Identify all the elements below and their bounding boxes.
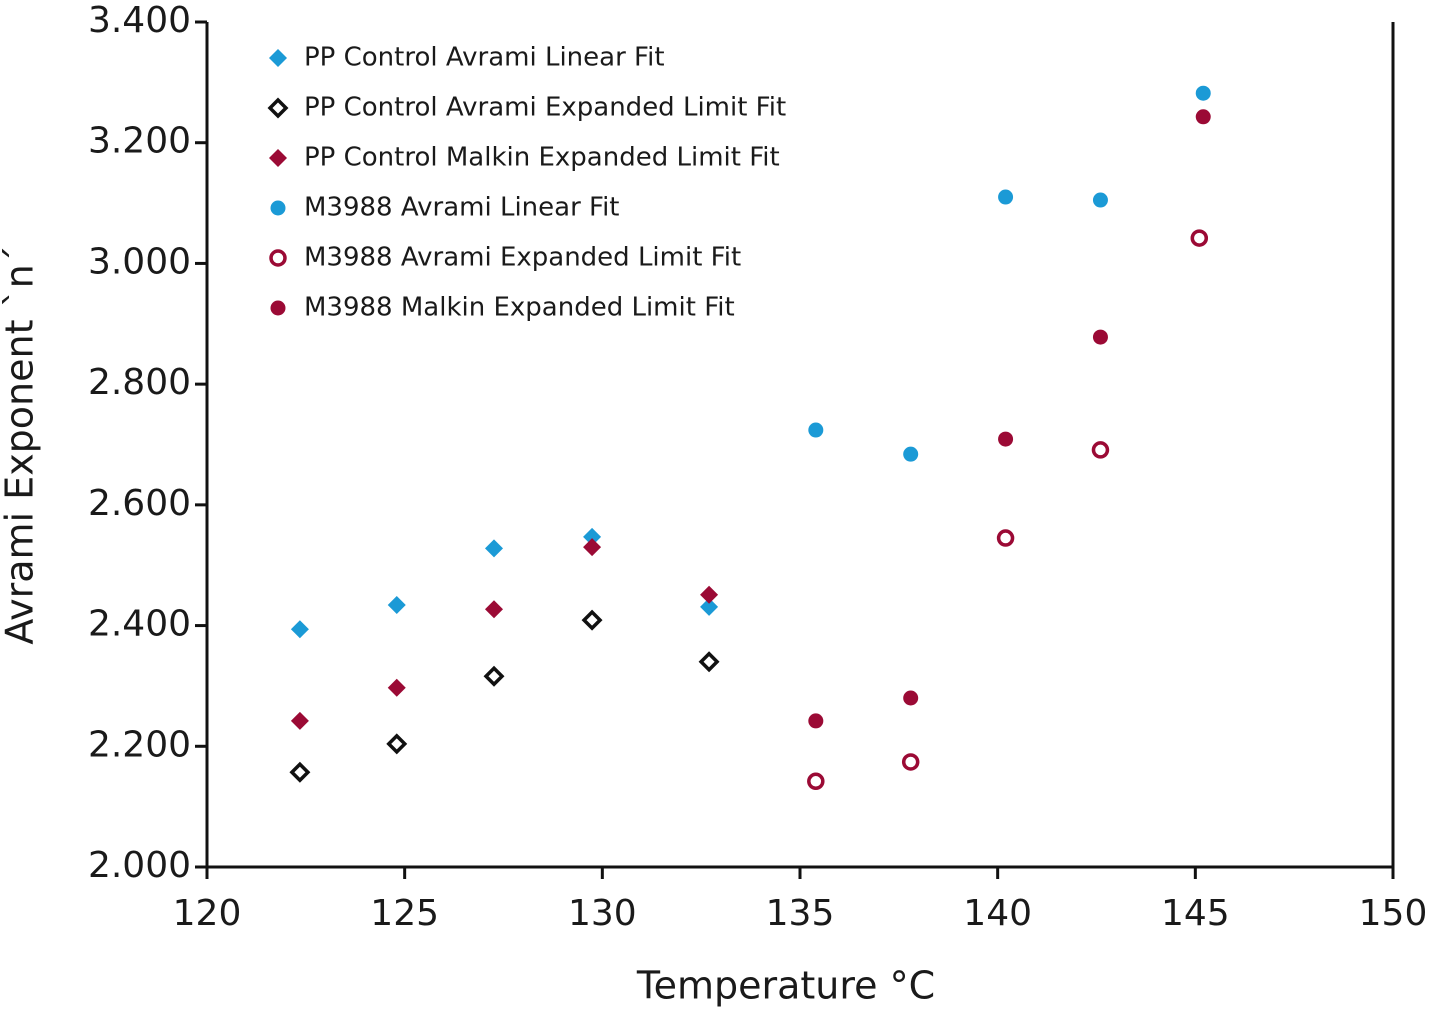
point (387, 678, 406, 697)
y-tick-label: 2.800 (88, 362, 191, 403)
y-tick-label: 2.600 (88, 483, 191, 524)
point (483, 665, 505, 687)
y-tick-label: 3.200 (88, 121, 191, 162)
x-tick-label: 145 (1161, 893, 1230, 934)
point (485, 600, 504, 619)
legend-marker (269, 249, 287, 267)
legend-label: PP Control Avrami Expanded Limit Fit (304, 93, 786, 123)
legend-marker (269, 149, 287, 167)
y-axis-title: Avrami Exponent `n´ (0, 245, 42, 644)
legend-marker (270, 200, 286, 216)
x-tick-label: 135 (766, 893, 835, 934)
y-tick-label: 3.400 (88, 0, 191, 41)
legend-label: M3988 Malkin Expanded Limit Fit (304, 293, 735, 323)
legend-marker (267, 97, 289, 119)
point (998, 431, 1014, 447)
point (387, 596, 406, 615)
point (808, 422, 824, 438)
point (290, 711, 309, 730)
y-tick-label: 2.400 (88, 604, 191, 645)
point (581, 609, 603, 631)
point (1092, 329, 1108, 345)
y-tick-label: 3.000 (88, 241, 191, 282)
legend-marker (270, 300, 286, 316)
point (901, 753, 920, 771)
legend-label: M3988 Avrami Expanded Limit Fit (304, 243, 741, 273)
legend-label: M3988 Avrami Linear Fit (304, 193, 620, 223)
point (903, 446, 919, 462)
point (386, 733, 408, 755)
point (1195, 109, 1211, 125)
point (485, 539, 504, 558)
point (808, 713, 824, 729)
point (807, 772, 825, 791)
point (1195, 85, 1211, 101)
legend-marker (269, 49, 287, 67)
x-tick-label: 125 (370, 893, 439, 934)
point (289, 761, 311, 783)
point (903, 690, 919, 706)
point (1092, 192, 1108, 208)
x-tick-label: 130 (568, 893, 637, 934)
point (290, 620, 309, 639)
legend-label: PP Control Avrami Linear Fit (304, 43, 665, 73)
point (1091, 441, 1110, 459)
point (700, 597, 719, 616)
legend-label: PP Control Malkin Expanded Limit Fit (304, 143, 780, 173)
point (583, 527, 602, 546)
x-tick-label: 140 (963, 893, 1032, 934)
point (698, 651, 720, 673)
point (583, 538, 602, 557)
point (1190, 229, 1209, 247)
y-tick-label: 2.000 (88, 845, 191, 886)
x-axis-title: Temperature °C (636, 964, 935, 1008)
x-tick-label: 150 (1359, 893, 1428, 934)
point (996, 529, 1015, 547)
point (700, 585, 719, 604)
x-tick-label: 120 (173, 893, 242, 934)
point (998, 189, 1014, 205)
y-tick-label: 2.200 (88, 724, 191, 765)
